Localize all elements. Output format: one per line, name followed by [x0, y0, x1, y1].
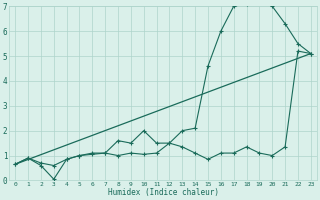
X-axis label: Humidex (Indice chaleur): Humidex (Indice chaleur) [108, 188, 219, 197]
